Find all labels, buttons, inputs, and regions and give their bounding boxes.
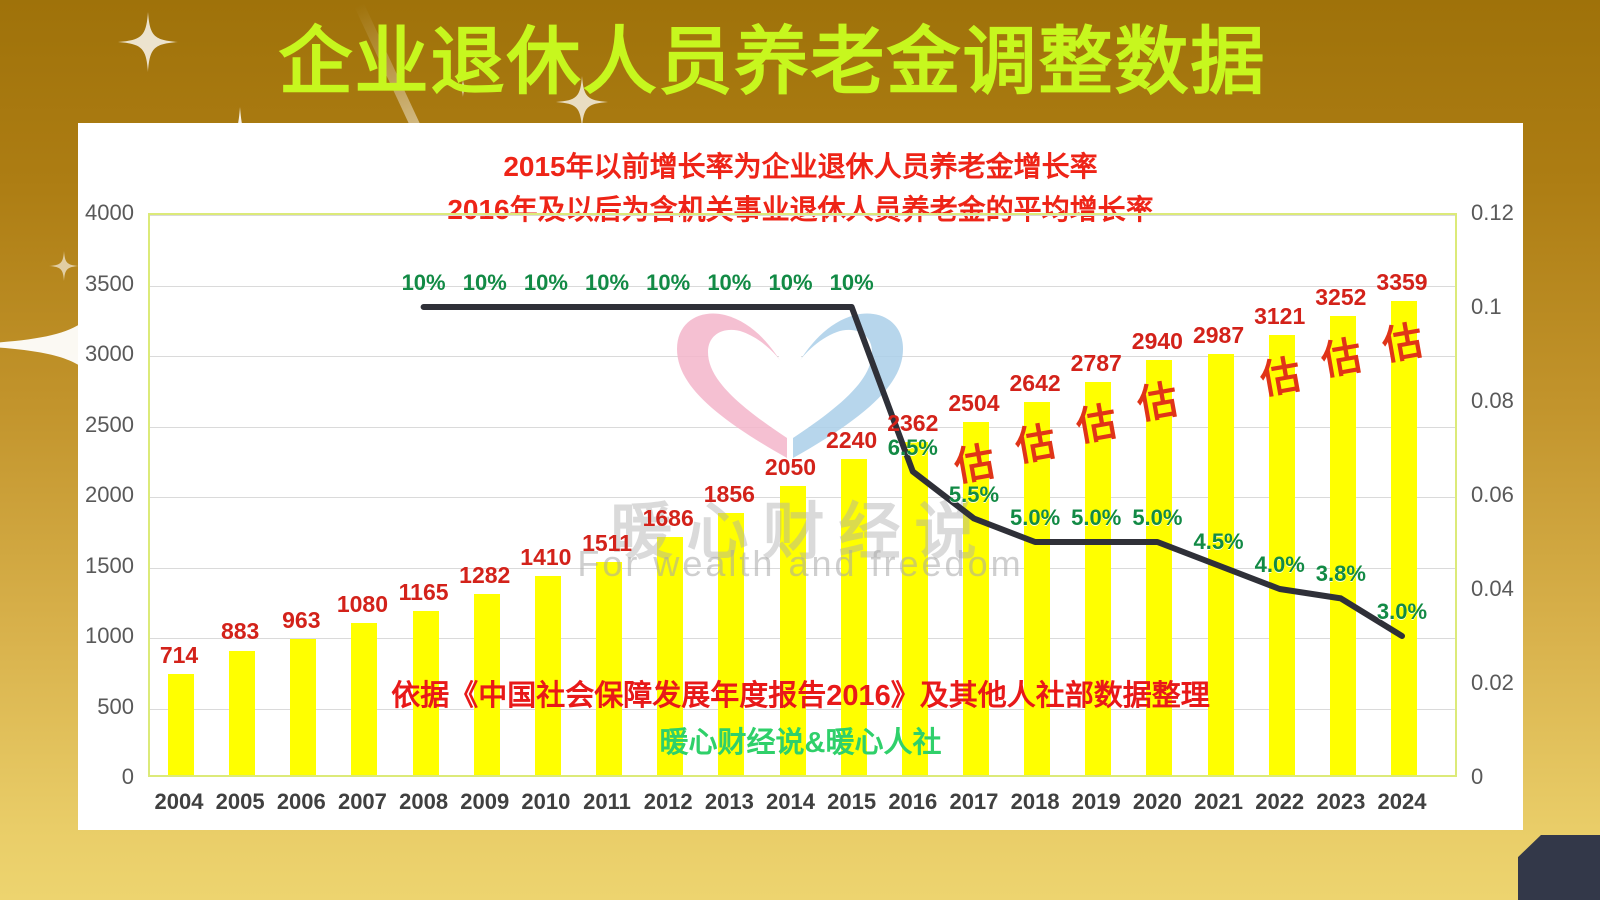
x-axis-tick: 2004 xyxy=(154,789,204,814)
grid-line xyxy=(150,215,1455,216)
y-axis-tick-left: 1500 xyxy=(85,552,134,578)
x-axis-tick: 2007 xyxy=(337,789,387,814)
corner-decoration-block xyxy=(1518,835,1600,900)
y-axis-tick-left: 500 xyxy=(97,693,134,719)
y-axis-tick-right: 0 xyxy=(1471,764,1484,789)
chart-subtitle-line1: 2015年以前增长率为企业退休人员养老金增长率 xyxy=(503,151,1098,182)
x-axis-tick: 2017 xyxy=(949,789,999,814)
pension-bar xyxy=(168,674,194,775)
x-axis-tick: 2021 xyxy=(1194,789,1244,814)
credit-note: 暖心财经说&暖心人社 xyxy=(659,727,942,759)
y-axis-tick-left: 2000 xyxy=(85,482,134,507)
x-axis-tick: 2005 xyxy=(215,789,265,814)
pension-bar xyxy=(351,622,378,775)
y-axis-tick-right: 0.02 xyxy=(1471,670,1514,695)
source-note: 依据《中国社会保障发展年度报告2016》及其他人社部数据整理 xyxy=(391,680,1210,712)
x-axis-tick: 2018 xyxy=(1010,789,1060,814)
y-axis-tick-left: 3500 xyxy=(85,270,134,296)
x-axis-tick: 2006 xyxy=(276,789,326,814)
pension-bar xyxy=(1085,382,1112,775)
x-axis-tick: 2023 xyxy=(1316,789,1366,814)
y-axis-tick-right: 0.08 xyxy=(1471,388,1514,413)
y-axis-tick-left: 3000 xyxy=(85,341,134,366)
x-axis-tick: 2019 xyxy=(1071,789,1121,814)
chart-panel: 2015年以前增长率为企业退休人员养老金增长率 2016年及以后为含机关事业退休… xyxy=(78,123,1523,830)
x-axis-tick: 2010 xyxy=(521,789,571,814)
grid-line xyxy=(150,285,1455,287)
y-axis-tick-left: 4000 xyxy=(85,200,134,225)
x-axis-tick: 2012 xyxy=(643,789,693,814)
y-axis-tick-left: 2500 xyxy=(85,411,134,437)
x-axis-tick: 2022 xyxy=(1255,789,1305,814)
y-axis-tick-left: 0 xyxy=(121,764,134,789)
x-axis-tick: 2011 xyxy=(583,789,631,814)
y-axis-tick-right: 0.1 xyxy=(1471,294,1502,319)
x-axis-tick: 2015 xyxy=(827,789,877,814)
y-axis-tick-right: 0.04 xyxy=(1471,576,1514,601)
x-axis-tick: 2016 xyxy=(888,789,938,814)
x-axis-tick: 2024 xyxy=(1377,789,1427,814)
page-title: 企业退休人员养老金调整数据 xyxy=(278,20,1267,103)
x-axis-tick: 2020 xyxy=(1132,789,1182,814)
x-axis-tick: 2008 xyxy=(399,789,449,814)
grid-line xyxy=(150,426,1455,428)
grid-line xyxy=(150,356,1455,357)
y-axis-tick-left: 1000 xyxy=(85,623,134,648)
x-axis-tick: 2014 xyxy=(766,789,815,814)
y-axis-tick-right: 0.12 xyxy=(1471,200,1514,225)
x-axis-tick: 2013 xyxy=(704,789,754,814)
y-axis-tick-right: 0.06 xyxy=(1471,482,1514,507)
x-axis-tick: 2009 xyxy=(460,789,510,814)
chart-subtitle: 2015年以前增长率为企业退休人员养老金增长率 2016年及以后为含机关事业退休… xyxy=(78,145,1523,231)
pension-bar xyxy=(290,639,317,775)
pension-bar xyxy=(229,650,256,775)
chart-subtitle-line2: 2016年及以后为含机关事业退休人员养老金的平均增长率 xyxy=(447,194,1154,225)
